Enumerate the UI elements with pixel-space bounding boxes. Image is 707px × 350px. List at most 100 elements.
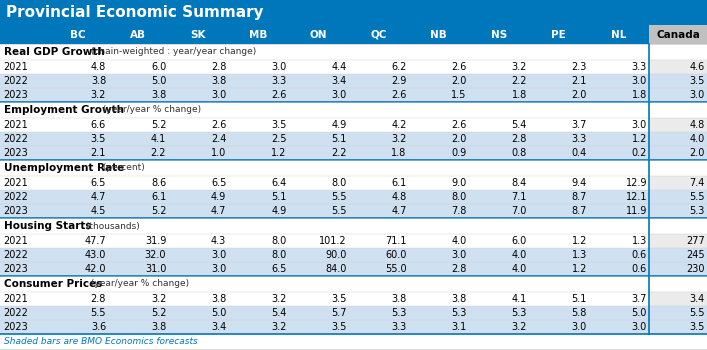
Bar [649,132,707,146]
Text: 5.5: 5.5 [90,308,106,318]
Text: Real GDP Growth: Real GDP Growth [4,47,105,57]
Text: 277: 277 [686,236,705,246]
Text: 6.5: 6.5 [90,178,106,188]
Text: 1.8: 1.8 [512,90,527,100]
Text: 4.0: 4.0 [690,134,705,144]
Text: 3.8: 3.8 [211,294,226,304]
Text: 3.5: 3.5 [689,76,705,86]
Text: 8.7: 8.7 [571,192,587,202]
Text: 3.7: 3.7 [571,120,587,130]
Text: 3.2: 3.2 [90,90,106,100]
Text: 6.4: 6.4 [271,178,286,188]
Bar [649,234,707,248]
Text: (chain-weighted : year/year change): (chain-weighted : year/year change) [88,48,257,56]
Text: 2.9: 2.9 [391,76,407,86]
Text: 2.1: 2.1 [90,148,106,158]
Text: 31.9: 31.9 [145,236,166,246]
Text: 3.0: 3.0 [211,250,226,260]
Text: 5.2: 5.2 [151,206,166,216]
Text: 4.5: 4.5 [90,206,106,216]
Text: 3.8: 3.8 [151,90,166,100]
Bar [649,74,707,88]
Text: 5.5: 5.5 [689,192,705,202]
Text: 4.8: 4.8 [392,192,407,202]
Text: Unemployment Rate: Unemployment Rate [4,163,124,173]
Text: 4.1: 4.1 [151,134,166,144]
Text: 3.0: 3.0 [690,90,705,100]
Text: 3.0: 3.0 [632,322,647,332]
Text: 3.0: 3.0 [211,90,226,100]
Bar [0,25,649,44]
Text: 90.0: 90.0 [325,250,346,260]
Text: 55.0: 55.0 [385,264,407,274]
Text: 230: 230 [686,264,705,274]
Text: 6.1: 6.1 [392,178,407,188]
Text: 4.8: 4.8 [91,62,106,72]
Text: NL: NL [612,29,626,40]
Text: 3.6: 3.6 [91,322,106,332]
Text: 3.0: 3.0 [632,120,647,130]
Bar [0,44,707,60]
Bar [0,334,707,349]
Text: 2.4: 2.4 [211,134,226,144]
Text: 12.9: 12.9 [626,178,647,188]
Text: 2022: 2022 [3,250,28,260]
Bar [649,306,707,320]
Text: 5.0: 5.0 [631,308,647,318]
Text: 2022: 2022 [3,76,28,86]
Text: BC: BC [70,29,86,40]
Bar [649,292,707,306]
Text: 8.0: 8.0 [452,192,467,202]
Text: 5.3: 5.3 [511,308,527,318]
Text: 7.8: 7.8 [451,206,467,216]
Text: 2021: 2021 [3,178,28,188]
Text: 3.3: 3.3 [392,322,407,332]
Text: 4.7: 4.7 [391,206,407,216]
Text: 2.5: 2.5 [271,134,286,144]
Bar [0,160,707,176]
Text: 4.3: 4.3 [211,236,226,246]
Text: 71.1: 71.1 [385,236,407,246]
Text: ON: ON [310,29,327,40]
Text: 43.0: 43.0 [85,250,106,260]
Text: 2023: 2023 [3,206,28,216]
Text: 4.1: 4.1 [512,294,527,304]
Bar [0,320,649,334]
Text: 101.2: 101.2 [319,236,346,246]
Text: 2.2: 2.2 [151,148,166,158]
Text: 2.1: 2.1 [571,76,587,86]
Text: 1.2: 1.2 [571,264,587,274]
Text: 1.3: 1.3 [572,250,587,260]
Text: 1.2: 1.2 [631,134,647,144]
Text: 0.6: 0.6 [632,264,647,274]
Text: 8.6: 8.6 [151,178,166,188]
Bar [0,60,649,74]
Text: 5.2: 5.2 [151,120,166,130]
Text: 7.1: 7.1 [511,192,527,202]
Text: Provincial Economic Summary: Provincial Economic Summary [6,5,264,20]
Bar [0,190,649,204]
Text: Shaded bars are BMO Economics forecasts: Shaded bars are BMO Economics forecasts [4,337,198,346]
Text: 0.8: 0.8 [512,148,527,158]
Text: 5.4: 5.4 [511,120,527,130]
Bar [0,262,649,276]
Text: 4.9: 4.9 [332,120,346,130]
Text: 5.1: 5.1 [571,294,587,304]
Text: 9.0: 9.0 [452,178,467,188]
Text: 6.1: 6.1 [151,192,166,202]
Bar [0,248,649,262]
Bar [649,320,707,334]
Text: 1.2: 1.2 [271,148,286,158]
Text: 2022: 2022 [3,308,28,318]
Text: 1.5: 1.5 [451,90,467,100]
Text: 2.0: 2.0 [451,76,467,86]
Text: 3.5: 3.5 [271,120,286,130]
Text: Canada: Canada [656,29,700,40]
Text: 2021: 2021 [3,120,28,130]
Text: 3.4: 3.4 [211,322,226,332]
Text: PE: PE [551,29,566,40]
Text: 1.3: 1.3 [632,236,647,246]
Bar [0,88,649,102]
Text: 6.0: 6.0 [512,236,527,246]
Text: 4.9: 4.9 [271,206,286,216]
